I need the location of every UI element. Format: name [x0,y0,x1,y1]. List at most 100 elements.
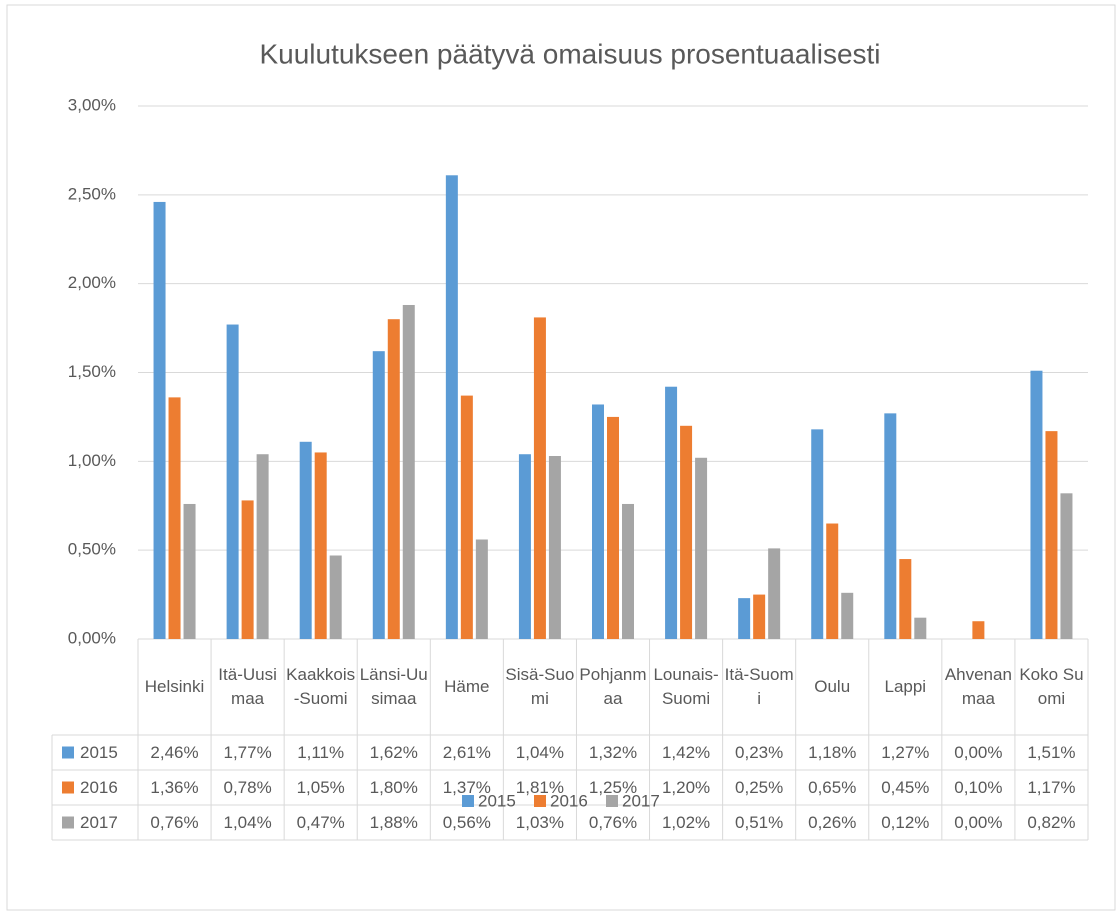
legend-label: 2016 [550,791,588,810]
bar [314,452,327,639]
bar [1030,370,1043,639]
data-cell: 0,51% [735,812,784,832]
bar [972,621,985,639]
category-label: Koko Suomi [1019,665,1084,708]
bar [183,503,196,639]
data-cell: 1,18% [808,742,857,762]
bar [256,454,269,639]
data-cell: 0,78% [223,777,272,797]
bar [445,175,458,640]
y-tick-label: 0,00% [68,628,116,647]
category-label: Oulu [814,677,851,696]
data-cell: 1,20% [661,777,711,797]
data-cell: 1,81% [515,777,564,797]
category-label: Itä-Suomi [724,665,794,708]
data-cell: 1,04% [515,742,564,762]
bar [518,454,531,639]
bar [753,594,766,639]
bar [1060,493,1073,639]
bar [153,201,166,639]
y-tick-label: 2,00% [68,273,116,292]
data-cell: 0,25% [735,777,784,797]
data-cell: 1,88% [369,812,418,832]
y-tick-label: 2,50% [68,184,116,203]
row-header: 2015 [80,743,118,762]
legend-key [62,816,74,829]
bar [329,555,342,639]
y-tick-label: 1,50% [68,362,116,381]
bar [475,539,488,639]
category-label: Häme [444,677,490,696]
data-cell: 1,05% [296,777,345,797]
bar [548,456,561,639]
bar [811,429,824,639]
category-label: Pohjanmaa [579,665,647,708]
bar [622,503,634,639]
data-cell: 0,82% [1027,812,1076,832]
data-cell: 0,26% [808,812,857,832]
category-label: Itä-Uusimaa [218,665,277,708]
data-cell: 1,32% [588,742,638,762]
data-cell: 1,42% [661,742,711,762]
bar [168,397,181,639]
bar [695,457,708,639]
bar [241,500,254,639]
data-cell: 0,00% [954,812,1003,832]
category-label: Lappi [884,677,927,696]
bar [607,416,619,639]
legend-key [606,795,618,807]
bar [533,317,546,639]
y-tick-label: 0,50% [68,540,116,559]
bar [592,404,604,639]
data-cell: 0,76% [588,812,638,832]
bar [299,441,312,639]
data-cell: 0,76% [150,812,199,832]
data-cell: 1,36% [150,777,199,797]
bar [372,351,385,639]
data-cell: 1,03% [515,812,564,832]
chart-title: Kuulutukseen päätyvä omaisuus prosentuaa… [259,38,880,69]
data-cell: 1,80% [369,777,418,797]
data-cell: 1,51% [1027,742,1076,762]
category-label: Sisä-Suomi [505,665,575,708]
data-cell: 1,27% [881,742,930,762]
data-cell: 1,04% [223,812,272,832]
bar [768,548,781,639]
category-label: Länsi-Uusimaa [359,665,428,708]
data-cell: 1,11% [297,742,345,762]
bar [402,304,415,639]
y-tick-label: 1,00% [68,451,116,470]
bar [914,617,927,639]
data-cell: 2,46% [150,742,199,762]
data-cell: 1,62% [369,742,418,762]
legend-key [62,746,74,759]
data-cell: 0,47% [296,812,345,832]
data-cell: 1,37% [442,777,491,797]
data-cell: 1,25% [588,777,638,797]
legend-key [62,781,74,794]
data-cell: 0,23% [735,742,784,762]
bar [1045,431,1058,639]
data-cell: 1,77% [223,742,272,762]
category-label: Helsinki [144,677,205,696]
bar [738,598,751,639]
category-label: Kaakkois-Suomi [286,665,356,708]
data-cell: 1,02% [661,812,711,832]
bar [841,592,854,639]
data-cell: 0,56% [442,812,491,832]
data-cell: 0,45% [881,777,930,797]
data-cell: 0,00% [954,742,1003,762]
chart-frame [6,4,1116,911]
bar [680,425,693,639]
row-header: 2017 [80,813,118,832]
bar [899,559,912,639]
data-cell: 0,12% [881,812,930,832]
legend-label: 2015 [478,791,516,810]
row-header: 2016 [80,778,118,797]
data-cell: 1,17% [1027,777,1076,797]
bar [826,523,839,639]
legend-key [534,795,546,807]
data-cell: 2,61% [442,742,491,762]
